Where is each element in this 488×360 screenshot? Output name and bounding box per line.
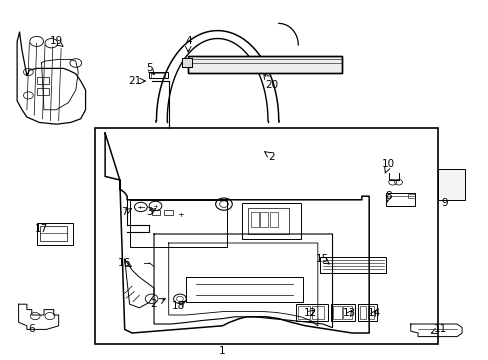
Text: 5: 5	[145, 63, 152, 73]
Text: 12: 12	[303, 308, 317, 318]
Bar	[367, 306, 373, 319]
Bar	[95, 128, 437, 344]
Bar	[188, 56, 342, 73]
Bar	[151, 210, 160, 215]
Bar	[188, 56, 342, 73]
Bar	[250, 212, 258, 227]
Text: 20: 20	[264, 80, 277, 90]
Bar	[37, 223, 73, 245]
Text: 21: 21	[127, 76, 141, 86]
Bar	[320, 257, 386, 273]
Text: 11: 11	[432, 324, 446, 334]
Bar	[260, 212, 267, 227]
Bar	[37, 77, 49, 84]
Bar	[295, 304, 327, 321]
Bar	[40, 226, 67, 241]
Bar	[357, 304, 376, 321]
Bar	[359, 306, 366, 319]
Bar	[149, 72, 167, 78]
Text: 2: 2	[267, 152, 274, 162]
Text: 7: 7	[121, 207, 128, 217]
Bar	[330, 304, 354, 321]
Bar	[247, 208, 289, 234]
Bar	[298, 306, 309, 319]
Text: 19: 19	[49, 36, 63, 46]
Bar	[163, 210, 172, 215]
Text: 14: 14	[366, 308, 380, 318]
Text: 3: 3	[145, 207, 152, 217]
Bar	[407, 194, 414, 198]
Text: 9: 9	[441, 198, 447, 208]
Bar	[182, 58, 192, 67]
Text: 2: 2	[150, 299, 157, 309]
Text: 18: 18	[171, 301, 185, 311]
Text: 6: 6	[28, 324, 35, 334]
Bar	[129, 200, 227, 247]
Bar	[182, 58, 192, 67]
Bar	[332, 306, 341, 319]
Text: 4: 4	[184, 36, 191, 46]
Text: 10: 10	[382, 159, 394, 169]
Bar	[311, 306, 323, 319]
Text: 17: 17	[35, 224, 48, 234]
Text: 15: 15	[315, 254, 329, 264]
Bar	[437, 169, 464, 200]
Text: 16: 16	[118, 258, 131, 268]
Text: 8: 8	[385, 191, 391, 201]
Bar	[386, 193, 414, 206]
Bar	[150, 73, 165, 78]
Text: 13: 13	[342, 308, 356, 318]
Text: 1: 1	[219, 346, 225, 356]
Bar	[269, 212, 277, 227]
Bar	[343, 306, 351, 319]
Bar	[242, 203, 300, 239]
Bar	[37, 88, 49, 95]
